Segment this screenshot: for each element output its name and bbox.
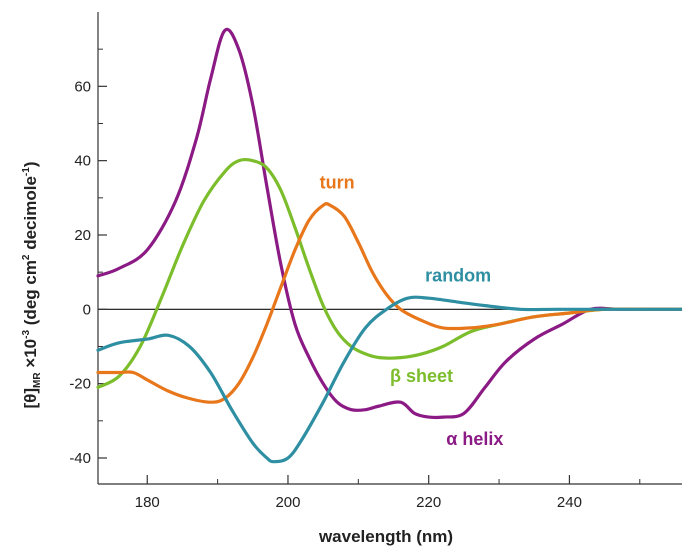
series-label: β sheet: [390, 366, 453, 386]
y-tick-label: -20: [69, 376, 91, 393]
y-tick-label: 40: [74, 153, 91, 170]
y-tick-label: 0: [83, 301, 91, 318]
series-line-sheet: [96, 157, 682, 389]
x-tick-label: 180: [135, 494, 160, 511]
series-label: α helix: [446, 429, 503, 449]
x-tick-label: 220: [416, 494, 441, 511]
x-axis-label: wavelength (nm): [318, 527, 453, 546]
series-line-turn: [96, 202, 682, 404]
series-label: turn: [320, 173, 355, 193]
series-line-random: [96, 295, 682, 464]
y-axis-label: [θ]MR ×10-3 (deg cm2 decimole-1): [21, 161, 43, 408]
x-tick-label: 200: [275, 494, 300, 511]
series-label: random: [425, 265, 491, 285]
y-tick-label: -40: [69, 450, 91, 467]
series-line-helix: [96, 27, 682, 420]
x-tick-label: 240: [557, 494, 582, 511]
y-tick-label: 60: [74, 78, 91, 95]
plot-area: -40 -20 0 20 40 60 180 200 220 240 turn random β she…: [69, 12, 682, 511]
y-tick-label: 20: [74, 227, 91, 244]
